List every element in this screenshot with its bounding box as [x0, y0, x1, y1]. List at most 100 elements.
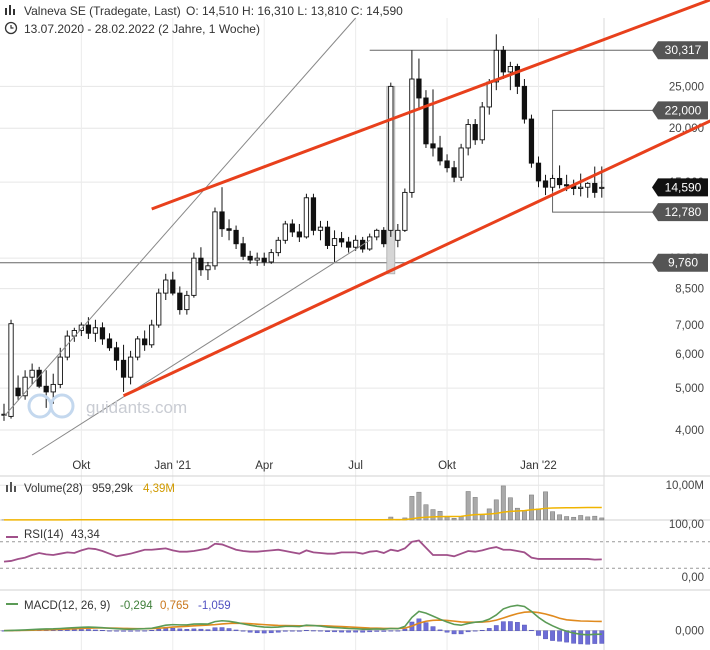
macd-histogram-bar	[529, 629, 534, 631]
price-tag-label: 9,760	[668, 256, 698, 270]
macd-histogram-bar	[395, 630, 401, 632]
candle-up	[585, 182, 591, 188]
candle-up	[465, 124, 471, 149]
macd-histogram-bar	[311, 630, 316, 632]
macd-panel: 0,000	[0, 604, 704, 645]
candle-down	[233, 229, 239, 245]
macd-histogram-bar	[128, 630, 133, 632]
price-tag-label: 22,000	[665, 103, 702, 117]
watermark-text: guidants.com	[86, 398, 187, 417]
candle-up	[402, 191, 408, 231]
candle-down	[472, 124, 478, 141]
macd-histogram-bar	[437, 629, 443, 631]
volume-bar	[479, 514, 485, 521]
candle-up	[254, 257, 260, 261]
macd-histogram-bar	[571, 630, 577, 644]
price-tag-label: 14,590	[665, 180, 702, 194]
macd-histogram-bar	[381, 630, 387, 632]
macd-histogram-bar	[289, 630, 295, 632]
volume-bar	[423, 504, 429, 521]
macd-histogram-bar	[114, 630, 119, 632]
macd-histogram-bar	[346, 630, 351, 633]
candle-up	[127, 356, 134, 378]
macd-histogram-bar	[360, 630, 366, 633]
volume-bar	[514, 507, 520, 521]
candle-up	[353, 239, 359, 248]
candle-down	[416, 78, 422, 99]
volume-bar	[451, 518, 457, 521]
candle-down	[592, 182, 598, 193]
candle-down	[142, 338, 148, 346]
macd-histogram-bar	[353, 630, 359, 633]
candle-down	[381, 229, 387, 245]
macd-histogram-bar	[557, 630, 562, 642]
volume-bar	[444, 516, 450, 521]
macd-histogram-bar	[599, 630, 605, 644]
volume-bar	[472, 497, 478, 521]
volume-bar	[409, 496, 415, 521]
candle-down	[85, 324, 92, 334]
macd-histogram-bar	[142, 630, 148, 632]
candle-down	[261, 257, 267, 263]
candle-up	[331, 238, 338, 246]
date-range: 13.07.2020 - 28.02.2022 (2 Jahre, 1 Woch…	[24, 22, 260, 36]
macd-histogram-bar	[296, 630, 302, 632]
candle-up	[374, 229, 380, 238]
candle-down	[36, 369, 42, 387]
candle-up	[163, 279, 169, 294]
candle-up	[134, 338, 141, 358]
candle-up	[303, 197, 310, 238]
candle-up	[78, 324, 84, 331]
candle-down	[444, 160, 450, 169]
candle-down	[451, 167, 457, 178]
macd-histogram-bar	[451, 630, 457, 635]
macd-histogram-bar	[149, 630, 155, 632]
macd-value: -0,294	[120, 600, 153, 612]
candle-up	[578, 186, 584, 189]
candle-up	[22, 376, 28, 397]
volume-bar	[493, 499, 499, 521]
macd-histogram-bar	[233, 629, 239, 631]
volume-average-line	[4, 506, 602, 521]
candle-up	[149, 324, 155, 346]
candle-up	[57, 356, 63, 385]
candle-down	[310, 197, 317, 231]
volume-bar	[543, 491, 548, 521]
price-tag	[652, 253, 708, 272]
candle-up	[549, 177, 556, 188]
macd-histogram-bar	[536, 630, 541, 636]
macd-histogram-bar	[254, 630, 260, 634]
rsi-panel: 100,00 0,00	[0, 519, 710, 584]
bar-chart-icon	[5, 5, 15, 15]
price-tag	[652, 203, 708, 222]
volume-bar	[529, 494, 534, 521]
y-tick-label: 8,500	[675, 284, 704, 296]
range-box	[552, 109, 654, 213]
y-tick-label: 25,000	[669, 81, 704, 93]
macd-histogram-bar	[367, 630, 373, 633]
x-tick-label: Jan '22	[520, 460, 557, 472]
macd-histogram-bar	[318, 630, 323, 632]
candle-up	[599, 186, 605, 189]
x-axis: Okt Jan '21 Apr Jul Okt Jan '22	[72, 460, 556, 472]
ohlc-readout: O: 14,510 H: 16,310 L: 13,810 C: 14,590	[186, 4, 403, 18]
channel-line-lower	[122, 119, 710, 398]
volume-value: 959,29k	[92, 483, 133, 495]
volume-bar	[550, 511, 555, 521]
volume-legend: Volume(28) 959,29k 4,39M	[6, 482, 175, 495]
candle-down	[177, 292, 183, 311]
volume-bar	[500, 485, 506, 521]
candle-down	[198, 257, 204, 271]
volume-bar	[578, 515, 584, 521]
macd-histogram-bar	[261, 630, 267, 634]
x-tick-label: Okt	[438, 460, 457, 472]
volume-bar	[571, 516, 577, 521]
chart-header: Valneva SE (Tradegate, Last) O: 14,510 H…	[4, 4, 403, 36]
macd-histogram-bar	[191, 628, 197, 631]
candle-down	[120, 359, 127, 378]
candle-down	[113, 347, 120, 361]
x-tick-label: Jul	[348, 460, 363, 472]
macd-histogram-bar	[585, 630, 591, 645]
candle-down	[226, 228, 232, 231]
